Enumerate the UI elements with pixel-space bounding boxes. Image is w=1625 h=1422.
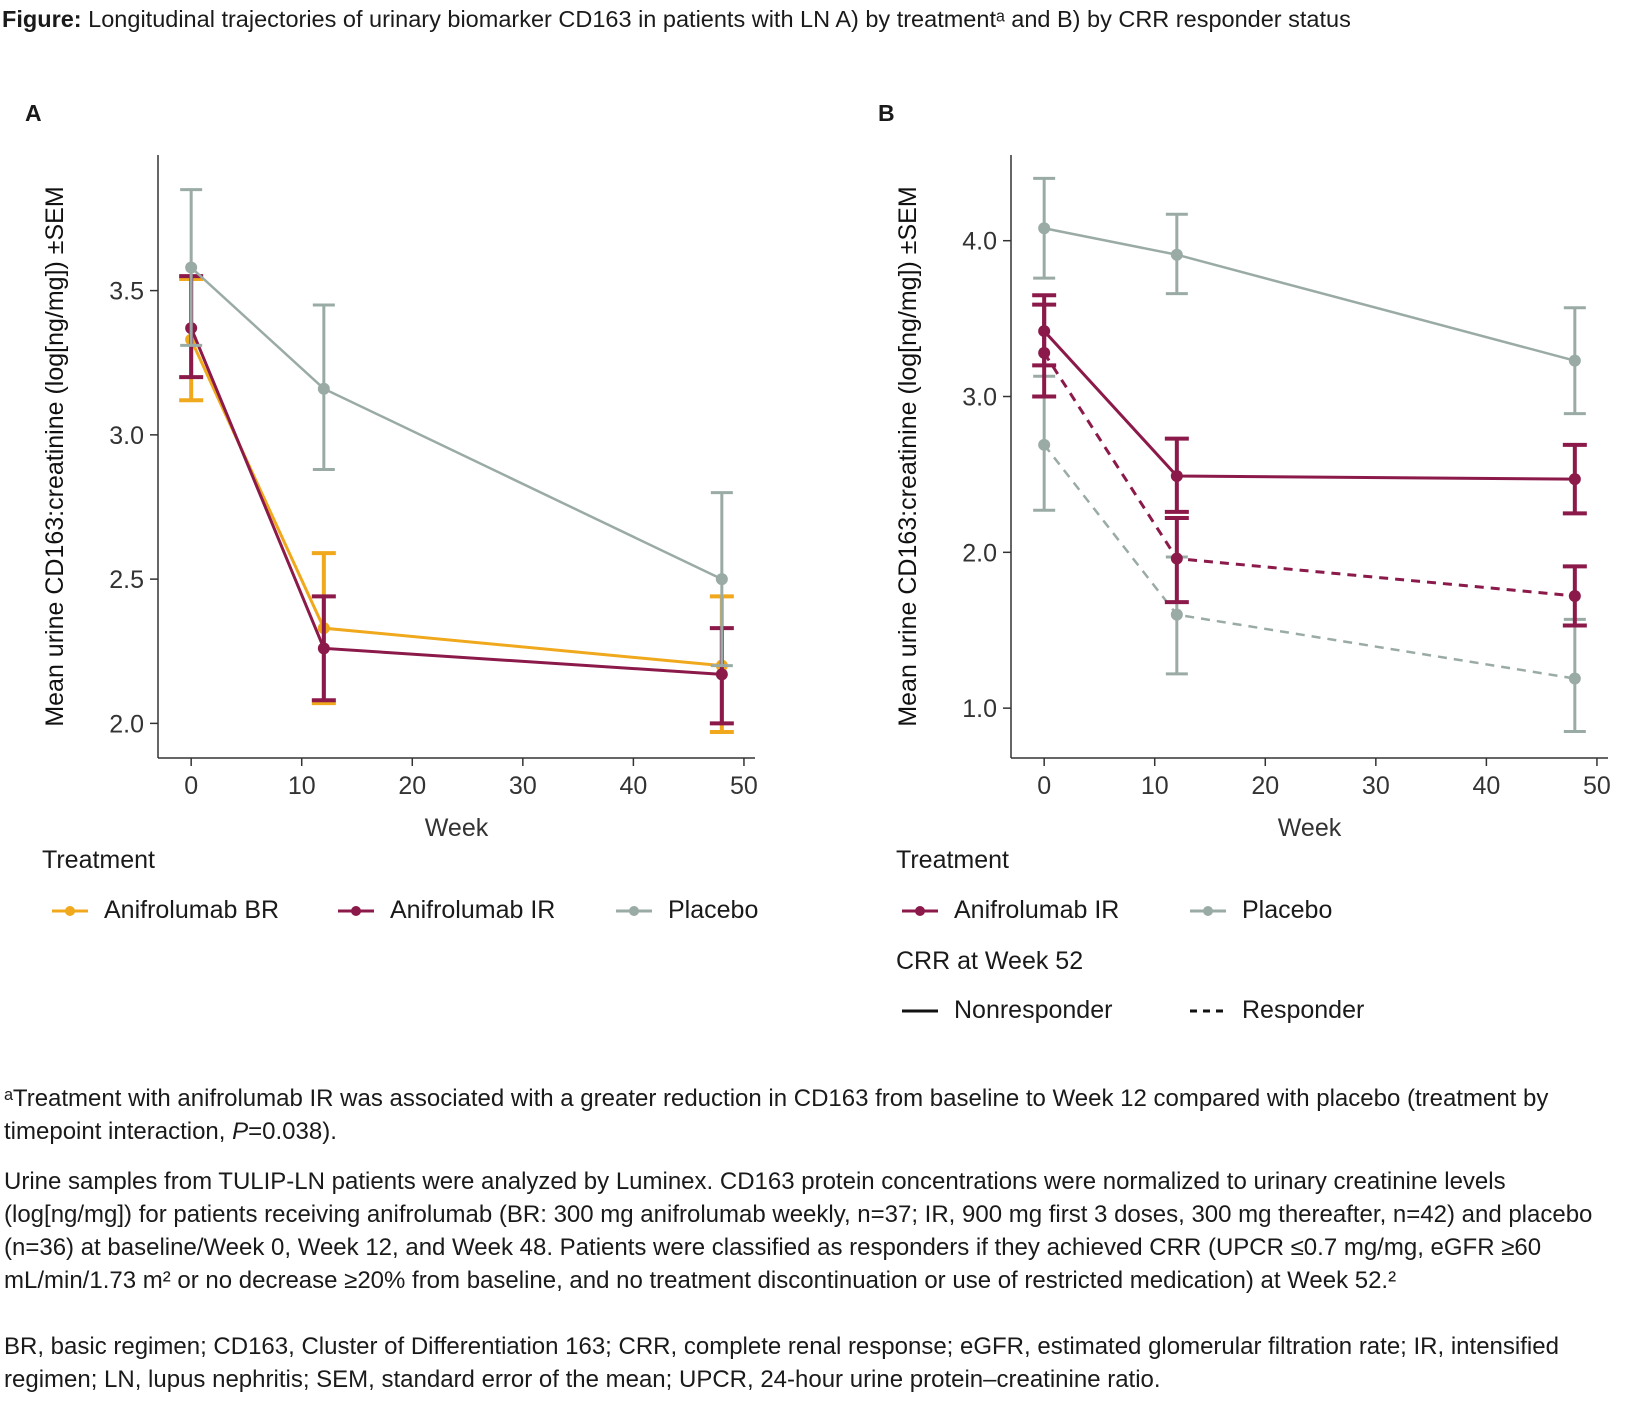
footnote-methods: Urine samples from TULIP-LN patients wer… [4,1168,1593,1294]
legend-b-title2: CRR at Week 52 [896,947,1084,975]
x-axis-label: Week [1278,814,1342,842]
legend-label: Placebo [668,896,759,924]
data-point [317,642,330,655]
series-line [189,339,722,668]
legend-a-item-br: Anifrolumab BR [50,896,279,925]
x-tick-label: 40 [1472,772,1500,800]
series-line [189,327,722,676]
data-point [185,261,198,274]
data-point [715,573,728,586]
x-tick-label: 10 [1141,772,1169,800]
y-tick-label: 3.0 [109,422,144,450]
data-point [1038,438,1051,451]
legend-placebo-marker-icon [1190,905,1226,916]
y-tick-label: 2.0 [962,539,997,567]
data-point [1038,346,1051,359]
legend-dashed-line-icon [1190,1009,1226,1012]
y-tick-label: 3.0 [962,384,997,412]
series-line [1043,227,1576,362]
data-point [1170,552,1183,565]
legend-placebo-marker-icon [616,905,652,916]
legend-label: Nonresponder [954,996,1113,1024]
data-point [1568,672,1581,685]
x-axis-label: Week [425,814,489,842]
legend-b-item-responder: Responder [1188,996,1364,1025]
x-tick-label: 20 [398,772,426,800]
legend-ir-marker-icon [902,905,938,916]
data-point [1568,589,1581,602]
legend-solid-line-icon [902,1009,938,1012]
y-axis-label: Mean urine CD163:creatinine (log[ng/mg])… [894,186,922,726]
legend-label: Responder [1242,996,1365,1024]
x-tick-label: 30 [1362,772,1390,800]
data-point [1170,469,1183,482]
x-tick-label: 0 [184,772,198,800]
series-line [190,266,723,581]
x-tick-label: 30 [509,772,537,800]
chart-b: 0 10 20 30 40 50 1.0 2.0 3.0 4.0 Week Mean urine CD… [894,155,1611,842]
y-axis-label: Mean urine CD163:creatinine (log[ng/mg])… [41,186,69,726]
legend-label: Anifrolumab IR [390,896,556,924]
footnote-text: ᵃTreatment with anifrolumab IR was assoc… [4,1085,1549,1145]
footnote-text: =0.038). [248,1118,337,1145]
x-tick-label: 40 [619,772,647,800]
data-point [317,382,330,395]
x-tick-label: 50 [1583,772,1611,800]
x-tick-label: 0 [1037,772,1051,800]
data-point [1038,222,1051,235]
legend-br-marker-icon [52,905,88,916]
legend-b-item-nonresponder: Nonresponder [900,996,1112,1025]
legend-label: Anifrolumab BR [104,896,280,924]
legend-ir-marker-icon [338,905,374,916]
legend-a-item-ir: Anifrolumab IR [336,896,555,925]
footnote-a: ᵃTreatment with anifrolumab IR was assoc… [4,1082,1619,1148]
panel-label-a: A [25,100,42,126]
y-tick-label: 1.0 [962,695,997,723]
y-tick-label: 4.0 [962,228,997,256]
data-point [1568,354,1581,367]
data-point [1568,473,1581,486]
legend-b-item-placebo: Placebo [1188,896,1332,925]
y-tick-label: 2.5 [109,566,144,594]
footnote-abbreviations: BR, basic regimen; CD163, Cluster of Dif… [4,1333,1559,1393]
x-tick-label: 20 [1251,772,1279,800]
legend-a-title: Treatment [42,846,156,874]
x-tick-label: 10 [288,772,316,800]
legend-label: Placebo [1242,896,1333,924]
x-tick-label: 50 [730,772,758,800]
chart-a: 0 10 20 30 40 50 2.0 2.5 3.0 3.5 Week Mean urine CD… [41,155,758,842]
series-line [1043,330,1575,481]
y-tick-label: 2.0 [109,710,144,738]
legend-label: Anifrolumab IR [954,896,1120,924]
legend-b-title: Treatment [896,846,1010,874]
series-line [1042,352,1575,598]
title-prefix: Figure: [2,6,82,32]
y-tick-label: 3.5 [109,278,144,306]
figure-title: Figure: Longitudinal trajectories of uri… [2,6,1351,33]
data-point [715,668,728,681]
legend-a-item-placebo: Placebo [614,896,758,925]
title-text: Longitudinal trajectories of urinary bio… [81,6,1351,32]
data-point [1170,608,1183,621]
panel-label-b: B [878,100,895,126]
footnote-p: P [232,1118,249,1145]
legend-b-item-ir: Anifrolumab IR [900,896,1119,925]
data-point [1170,248,1183,261]
